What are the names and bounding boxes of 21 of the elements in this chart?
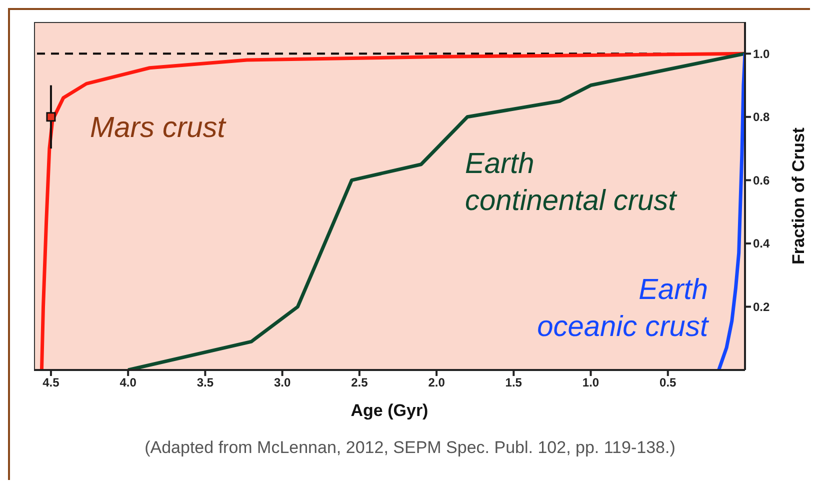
x-tick-label: 3.0 (274, 376, 291, 390)
x-axis-title: Age (Gyr) (350, 401, 428, 420)
line-series (717, 52, 745, 370)
y-tick-label: 0.8 (753, 110, 770, 124)
series-label: Earth continental crust (465, 147, 676, 219)
x-tick-label: 3.5 (196, 376, 214, 390)
x-tick-label: 1.5 (505, 376, 522, 390)
series-label: Earth oceanic crust (536, 273, 708, 345)
x-tick-label: 2.5 (351, 376, 368, 390)
text: (Adapted from McLennan, 2012, SEPM Spec. Publ. 102, pp. 119-138.) (144, 438, 676, 458)
x-tick-label: 0.5 (660, 376, 677, 390)
series-label: Mars crust (90, 111, 226, 146)
y-tick-label: 0.4 (753, 236, 770, 251)
x-tick-label: 2.0 (428, 376, 446, 390)
y-tick-label: 1.0 (753, 46, 770, 61)
y-axis-title: Fraction of Crust (789, 127, 808, 264)
x-tick-label: 4.0 (120, 376, 137, 390)
y-tick-label: 0.2 (753, 300, 770, 314)
x-tick-label: 4.5 (42, 376, 60, 390)
y-tick-label: 0.6 (753, 173, 770, 188)
x-tick-label: 1.0 (582, 376, 600, 390)
